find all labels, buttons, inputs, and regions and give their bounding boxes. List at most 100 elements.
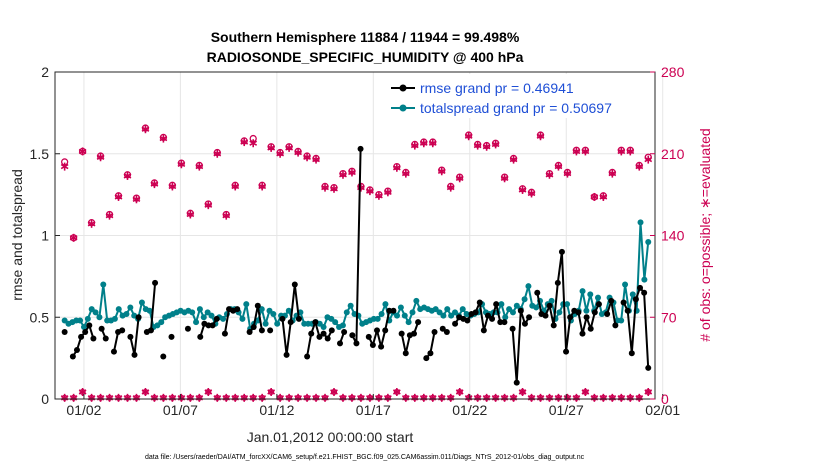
obs-evaluated-marker — [518, 185, 527, 194]
obs-evaluated-marker — [78, 147, 87, 156]
obs-evaluated-marker — [186, 210, 195, 219]
rmse-point — [493, 301, 500, 308]
x-axis-label: Jan.01,2012 00:00:00 start — [247, 429, 414, 445]
totalspread-point — [629, 291, 636, 298]
totalspread-point — [343, 309, 350, 316]
rmse-point — [587, 325, 594, 332]
y-right-tick-label: 140 — [661, 228, 685, 244]
rmse-point — [382, 327, 389, 334]
totalspread-point — [637, 219, 644, 226]
rmse-point — [542, 312, 549, 319]
totalspread-point — [397, 304, 404, 311]
obs-evaluated-marker — [168, 182, 177, 191]
rmse-point — [341, 328, 348, 335]
y-tick-label: 1 — [41, 228, 49, 244]
rmse-point — [131, 351, 138, 358]
chart-title-line1: Southern Hemisphere 11884 / 11944 = 99.4… — [211, 29, 520, 45]
rmse-point — [608, 297, 615, 304]
totalspread-point — [498, 301, 505, 308]
x-tick-label: 02/01 — [645, 402, 680, 418]
rmse-point — [135, 314, 142, 321]
obs-evaluated-marker — [87, 219, 96, 228]
obs-evaluated-marker — [500, 174, 509, 183]
rmse-point — [246, 328, 253, 335]
x-tick-label: 01/12 — [259, 402, 294, 418]
totalspread-point — [239, 315, 246, 322]
rmse-point — [443, 328, 450, 335]
totalspread-point — [583, 307, 590, 314]
totalspread-point — [285, 307, 292, 314]
rmse-point — [579, 330, 586, 337]
obs-evaluated-marker-low — [204, 387, 213, 396]
rmse-point — [324, 335, 331, 342]
rmse-point — [546, 302, 553, 309]
totalspread-point — [405, 319, 412, 326]
rmse-point — [308, 330, 315, 337]
totalspread-point — [347, 302, 354, 309]
obs-evaluated-marker — [473, 141, 482, 150]
rmse-point — [373, 327, 380, 334]
obs-evaluated-marker-low — [78, 387, 87, 396]
legend-rmse-label: rmse grand pr = 0.46941 — [420, 80, 574, 96]
y-axis-label: rmse and totalspread — [9, 169, 25, 301]
totalspread-point — [320, 324, 327, 331]
rmse-point — [349, 332, 356, 339]
rmse-point — [595, 301, 602, 308]
rmse-point — [497, 319, 504, 326]
obs-evaluated-marker — [303, 153, 311, 162]
obs-evaluated-marker — [644, 155, 653, 164]
rmse-point — [328, 327, 335, 334]
obs-evaluated-marker — [285, 143, 293, 152]
obs-evaluated-marker — [339, 170, 347, 179]
rmse-point — [484, 312, 491, 319]
totalspread-point — [208, 312, 215, 319]
totalspread-point — [548, 297, 555, 304]
rmse-point — [398, 330, 405, 337]
obs-evaluated-marker — [294, 148, 302, 157]
obs-evaluated-marker — [132, 195, 141, 204]
obs-evaluated-marker — [599, 192, 608, 201]
totalspread-point — [579, 288, 586, 295]
legend: rmse grand pr = 0.46941 totalspread gran… — [388, 74, 654, 118]
rmse-point — [641, 289, 648, 296]
rmse-point — [147, 327, 154, 334]
totalspread-point — [332, 319, 339, 326]
y-right-tick-label: 210 — [661, 146, 685, 162]
y-right-tick-label: 0 — [661, 391, 669, 407]
rmse-point — [431, 328, 438, 335]
obs-evaluated-marker — [509, 155, 518, 164]
rmse-point — [410, 330, 417, 337]
totalspread-point — [378, 310, 385, 317]
x-tick-label: 01/07 — [163, 402, 198, 418]
x-tick-label: 01/27 — [549, 402, 584, 418]
rmse-point — [526, 314, 533, 321]
y-right-tick-label: 280 — [661, 64, 685, 80]
totalspread-point — [413, 297, 420, 304]
obs-evaluated-marker — [626, 147, 635, 156]
obs-evaluated-marker-low — [581, 387, 590, 396]
obs-evaluated-marker — [177, 160, 186, 169]
obs-evaluated-marker-low — [455, 387, 464, 396]
x-tick-label: 01/02 — [66, 402, 101, 418]
obs-evaluated-marker — [330, 184, 338, 193]
rmse-point — [476, 299, 483, 306]
totalspread-point — [440, 312, 447, 319]
rmse-point — [423, 355, 430, 362]
obs-evaluated-marker — [446, 183, 455, 192]
rmse-point — [357, 145, 364, 152]
rmse-point — [337, 340, 344, 347]
rmse-point — [213, 315, 220, 322]
totalspread-point — [100, 281, 107, 288]
rmse-point — [316, 333, 323, 340]
rmse-point — [90, 335, 97, 342]
rmse-point — [295, 315, 302, 322]
legend-spread-label: totalspread grand pr = 0.50697 — [420, 100, 612, 116]
rmse-point — [69, 353, 76, 360]
y-axis-right-ticks: 0 70 140 210 280 — [650, 64, 685, 407]
totalspread-point — [401, 312, 408, 319]
totalspread-point — [509, 309, 516, 316]
rmse-point — [369, 342, 376, 349]
obs-evaluated-marker — [96, 153, 105, 162]
rmse-point — [464, 317, 471, 324]
totalspread-point — [394, 312, 401, 319]
